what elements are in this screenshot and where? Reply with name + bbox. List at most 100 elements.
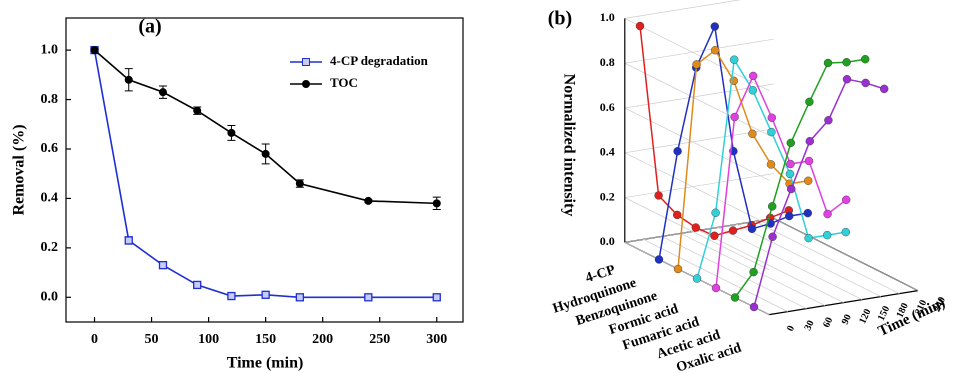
x-tick-label: 100 bbox=[198, 332, 219, 347]
data-point bbox=[805, 136, 814, 146]
data-point bbox=[880, 84, 889, 94]
series-line bbox=[715, 74, 847, 289]
x-tick-label: 30 bbox=[803, 319, 817, 333]
panel-label: (a) bbox=[138, 16, 161, 38]
y-tick-label: 0.6 bbox=[41, 141, 59, 156]
data-point bbox=[861, 78, 870, 88]
data-point bbox=[785, 169, 795, 179]
data-point bbox=[804, 233, 813, 243]
data-point bbox=[711, 46, 720, 55]
z-tick-label: 0.6 bbox=[600, 100, 615, 114]
grid-line bbox=[699, 230, 844, 303]
data-point bbox=[158, 88, 167, 97]
x-tick-label: 0 bbox=[91, 332, 98, 347]
data-point bbox=[635, 21, 645, 31]
y-tick-label: 1.0 bbox=[41, 42, 59, 57]
z-tick-label: 0.0 bbox=[600, 234, 615, 248]
z-tick-label: 1.0 bbox=[600, 10, 615, 24]
y-tick-label: 0.2 bbox=[41, 240, 59, 255]
data-point bbox=[673, 147, 682, 156]
data-point bbox=[804, 176, 813, 186]
grid-line bbox=[717, 227, 863, 300]
data-point bbox=[747, 224, 757, 234]
data-point bbox=[364, 196, 373, 205]
data-point bbox=[749, 267, 758, 277]
data-point bbox=[673, 264, 683, 274]
data-point bbox=[654, 255, 664, 264]
data-point bbox=[823, 230, 832, 240]
data-point bbox=[673, 210, 682, 220]
data-point bbox=[786, 138, 795, 148]
data-point bbox=[730, 112, 739, 122]
data-point bbox=[841, 227, 850, 237]
data-point bbox=[786, 159, 795, 169]
x-tick-label: 300 bbox=[426, 332, 447, 347]
grid-line bbox=[661, 236, 807, 309]
data-point bbox=[767, 127, 776, 137]
x-tick-label: 0 bbox=[785, 324, 797, 333]
y-axis-title: Removal (%) bbox=[11, 124, 28, 215]
data-point bbox=[691, 223, 700, 232]
data-point bbox=[804, 156, 814, 166]
data-point bbox=[261, 290, 270, 299]
data-point bbox=[842, 74, 852, 84]
grid-line bbox=[624, 173, 774, 271]
data-point bbox=[710, 231, 719, 240]
data-point bbox=[842, 195, 851, 205]
y-tick-label: 0.0 bbox=[41, 290, 59, 305]
legend-marker bbox=[302, 80, 310, 88]
data-point bbox=[803, 208, 812, 218]
data-point bbox=[261, 149, 270, 158]
data-point bbox=[748, 86, 757, 95]
data-point bbox=[748, 129, 757, 139]
grid-line bbox=[643, 239, 788, 312]
data-point bbox=[805, 97, 814, 107]
y-tick-label: 0.8 bbox=[41, 92, 59, 107]
data-point bbox=[749, 71, 758, 81]
data-point bbox=[90, 46, 99, 55]
data-point bbox=[227, 128, 236, 137]
x-axis-title: Time (min) bbox=[227, 355, 304, 372]
data-point bbox=[711, 283, 721, 293]
data-point bbox=[767, 113, 776, 122]
data-point bbox=[295, 179, 304, 188]
data-point bbox=[785, 211, 794, 221]
data-point bbox=[711, 208, 720, 217]
x-tick-label: 90 bbox=[840, 313, 854, 327]
x-tick-label: 200 bbox=[312, 332, 333, 347]
z-tick-label: 0.2 bbox=[600, 189, 615, 203]
data-point bbox=[749, 302, 759, 312]
data-point bbox=[432, 199, 441, 208]
grid-line bbox=[736, 224, 881, 297]
data-point bbox=[158, 261, 168, 270]
z-tick-label: 0.8 bbox=[600, 55, 615, 69]
data-point bbox=[842, 58, 851, 67]
x-tick-label: 150 bbox=[255, 332, 276, 347]
data-point bbox=[692, 274, 702, 283]
data-point bbox=[787, 184, 796, 194]
data-point bbox=[193, 280, 202, 290]
plot-frame bbox=[65, 17, 464, 323]
legend-label: TOC bbox=[330, 75, 358, 90]
grid-line bbox=[624, 38, 774, 136]
data-point bbox=[432, 293, 441, 302]
x-tick-label: 60 bbox=[821, 316, 835, 330]
y-tick-label: 0.4 bbox=[41, 191, 59, 206]
data-point bbox=[730, 55, 739, 64]
data-point bbox=[364, 293, 373, 302]
data-point bbox=[227, 291, 236, 301]
data-point bbox=[692, 60, 701, 69]
data-point bbox=[730, 293, 740, 302]
data-point bbox=[710, 22, 719, 31]
data-point bbox=[193, 106, 202, 115]
data-point bbox=[295, 293, 305, 302]
data-point bbox=[824, 116, 833, 125]
data-point bbox=[768, 232, 777, 242]
grid-line bbox=[754, 221, 900, 294]
legend-marker bbox=[302, 58, 310, 66]
z-tick-label: 0.4 bbox=[600, 145, 615, 159]
grid-line bbox=[773, 218, 919, 291]
data-point bbox=[728, 226, 738, 235]
data-point bbox=[654, 191, 663, 200]
